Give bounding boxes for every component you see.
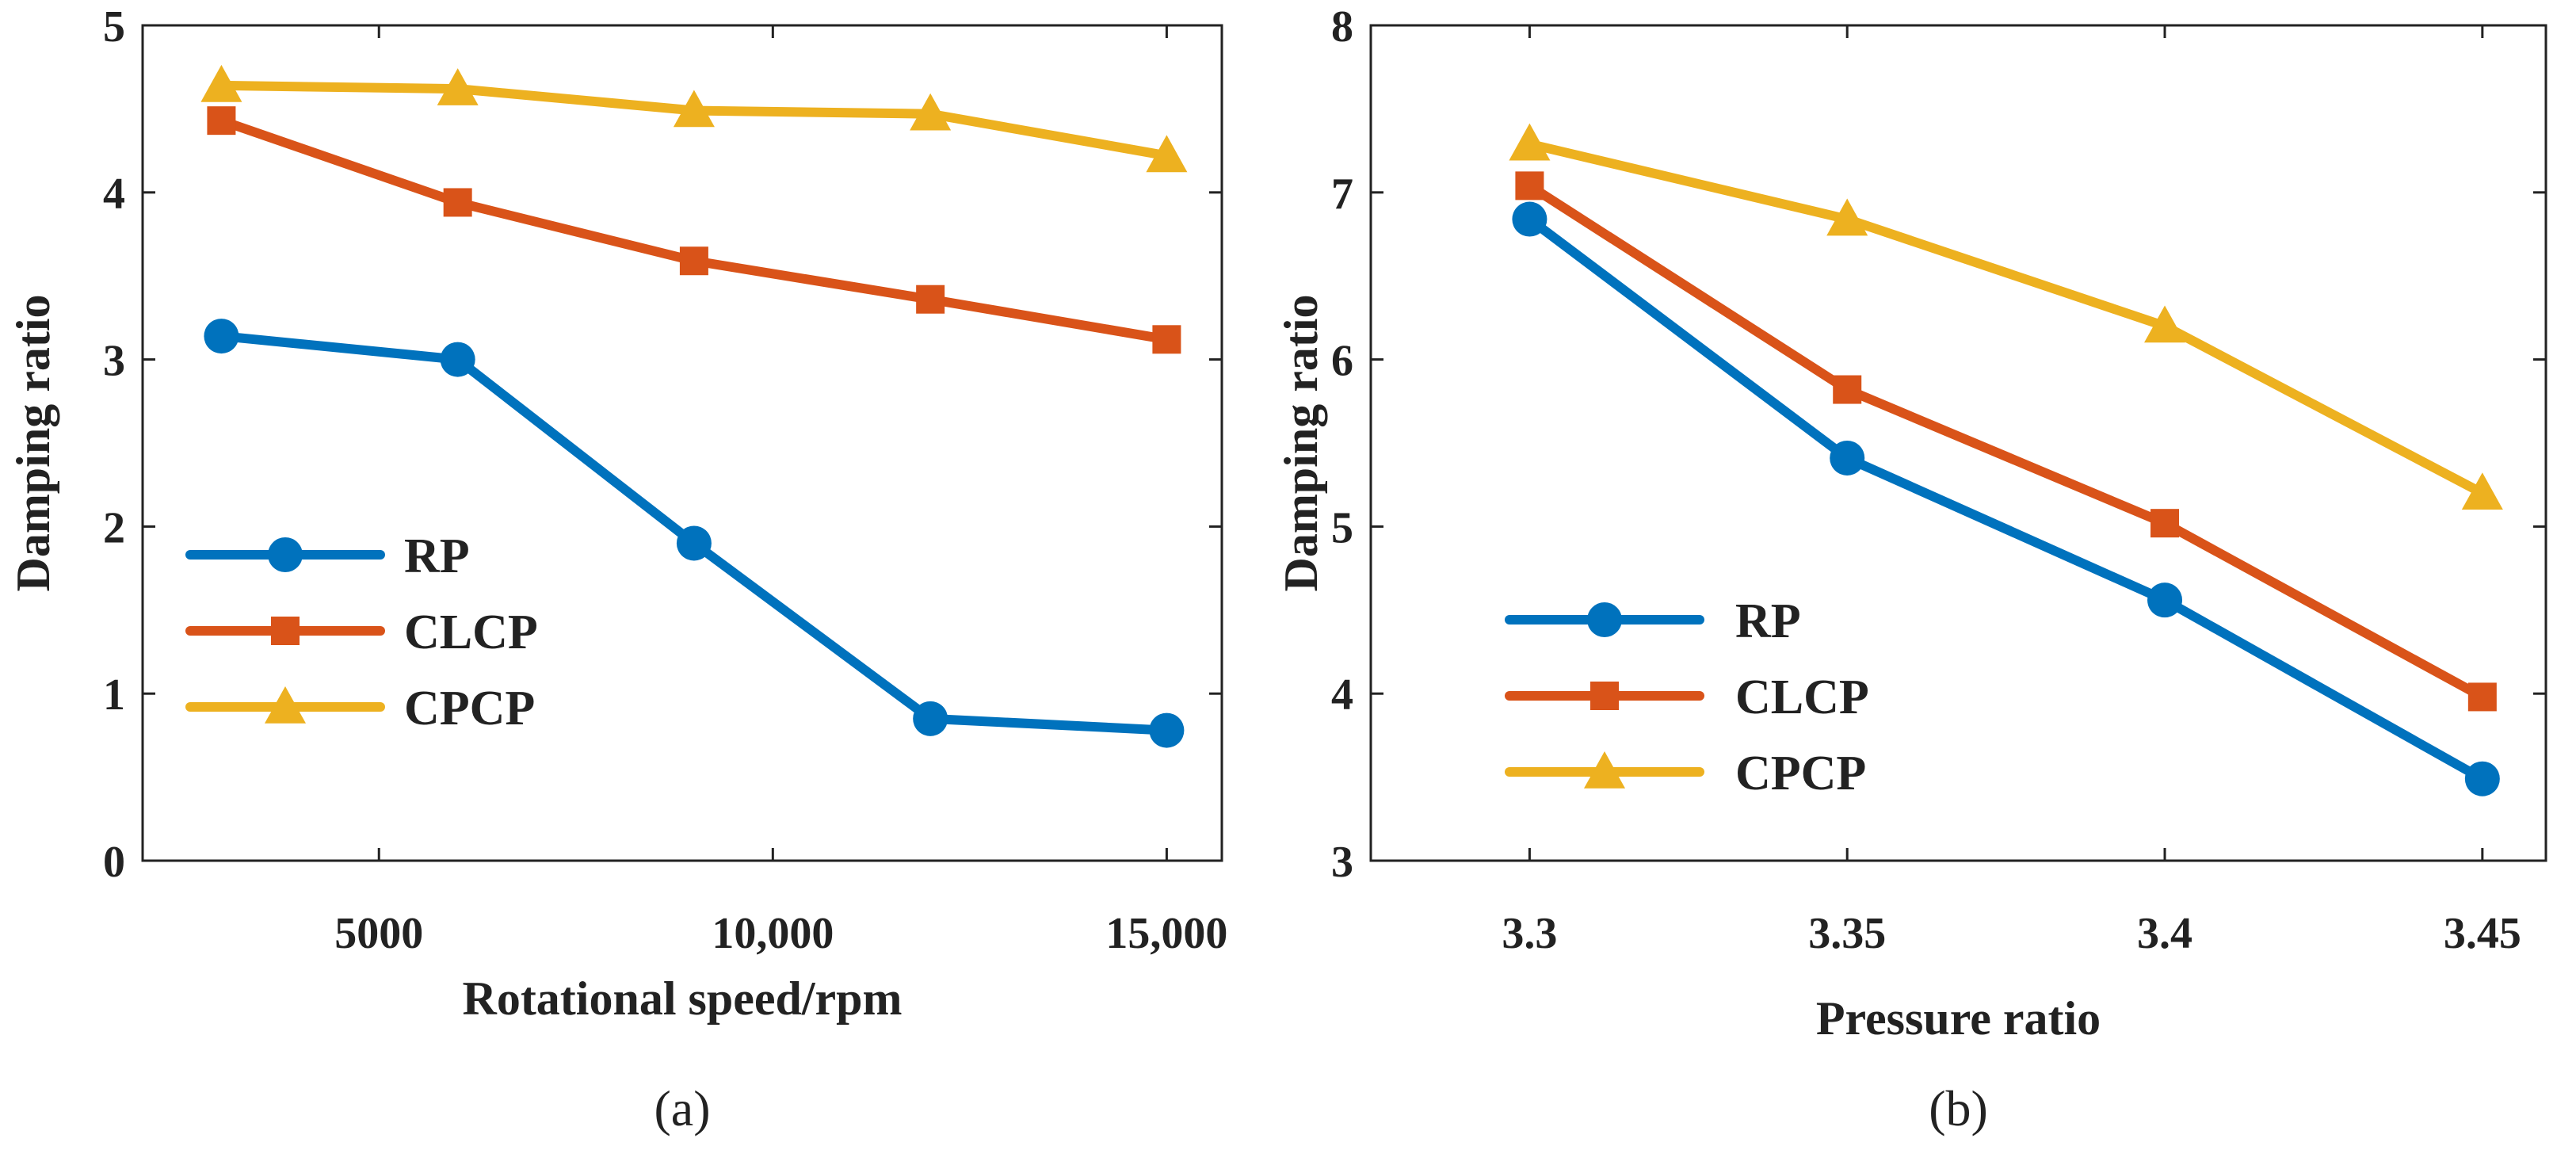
y-axis-label: Damping ratio [1275,295,1327,592]
chart-panel-b: 3 4 5 6 7 8 3.3 3.35 3.4 3.45 Pressure ratio Dampin… [1275,2,2547,1136]
data-point-rp [440,342,475,377]
legend-marker-rp [1587,602,1622,637]
data-point-clcp [2467,682,2497,712]
data-point-clcp [1833,375,1862,404]
y-tick-label: 1 [103,670,125,720]
legend-label-clcp: CLCP [1735,670,1869,724]
data-point-rp [1512,201,1548,237]
x-tick-label: 3.35 [1808,909,1886,958]
data-point-clcp [1515,171,1544,201]
series-line-rp [1525,214,2487,784]
data-point-rp [2464,761,2500,796]
y-tick-label: 3 [1331,838,1353,887]
legend-marker-rp [268,537,303,572]
x-tick-label: 3.45 [2444,909,2521,958]
data-point-clcp [679,246,708,276]
x-tick-label: 10,000 [712,909,834,958]
y-tick-label: 3 [103,337,125,386]
panel-label: (a) [654,1080,710,1136]
data-point-rp [676,525,712,561]
data-point-cpcp [910,93,952,131]
y-tick-label: 6 [1331,337,1353,386]
panel-label: (b) [1929,1080,1988,1136]
axes-box [141,24,1223,862]
data-point-cpcp [1146,135,1188,173]
x-axis-label: Pressure ratio [1816,992,2101,1045]
y-tick-label: 2 [103,503,125,552]
x-tick-label: 3.4 [2137,909,2192,958]
data-point-clcp [207,106,236,136]
data-point-clcp [916,285,945,314]
legend-marker-clcp [1590,682,1619,710]
data-point-clcp [2150,509,2180,538]
y-tick-label: 8 [1331,2,1353,52]
x-axis-label: Rotational speed/rpm [463,972,903,1025]
legend-marker-clcp [271,617,300,645]
data-point-clcp [443,188,472,217]
axes-box [1369,24,2547,862]
data-point-rp [2147,582,2183,618]
legend-label-cpcp: CPCP [404,682,535,735]
x-tick-label: 3.3 [1502,909,1557,958]
y-tick-label: 0 [103,838,125,887]
data-point-rp [204,319,239,354]
data-point-cpcp [200,64,242,102]
data-point-cpcp [437,68,479,105]
legend: RP CLCP CPCP [185,529,538,735]
data-point-rp [1149,712,1185,748]
data-point-cpcp [1826,198,1868,236]
chart-panel-a: 0 1 2 3 4 5 5000 10,000 15,000 Rotational speed/r… [7,2,1227,1136]
legend-label-cpcp: CPCP [1735,747,1866,800]
legend-label-clcp: CLCP [404,605,538,659]
data-point-cpcp [673,90,715,128]
series-line-cpcp [1525,139,2487,498]
data-point-rp [1830,440,1865,476]
y-tick-label: 4 [103,170,125,219]
y-tick-label: 4 [1331,670,1353,720]
y-tick-label: 5 [103,2,125,52]
legend-label-rp: RP [1735,594,1801,648]
legend-marker-cpcp [1584,751,1625,789]
series-line-clcp [1525,181,2487,702]
y-tick-label: 7 [1331,170,1353,219]
data-point-clcp [1152,325,1181,354]
data-point-cpcp [1509,123,1551,161]
y-axis-label: Damping ratio [7,295,59,592]
series-line-clcp [216,116,1172,345]
legend: RP CLCP CPCP [1505,594,1869,800]
legend-marker-cpcp [265,686,306,724]
data-point-cpcp [2461,472,2503,510]
y-tick-label: 5 [1331,503,1353,552]
x-tick-label: 5000 [334,909,423,958]
data-point-cpcp [2144,305,2186,343]
data-point-rp [913,701,948,736]
x-tick-label: 15,000 [1105,909,1227,958]
legend-label-rp: RP [404,529,470,583]
